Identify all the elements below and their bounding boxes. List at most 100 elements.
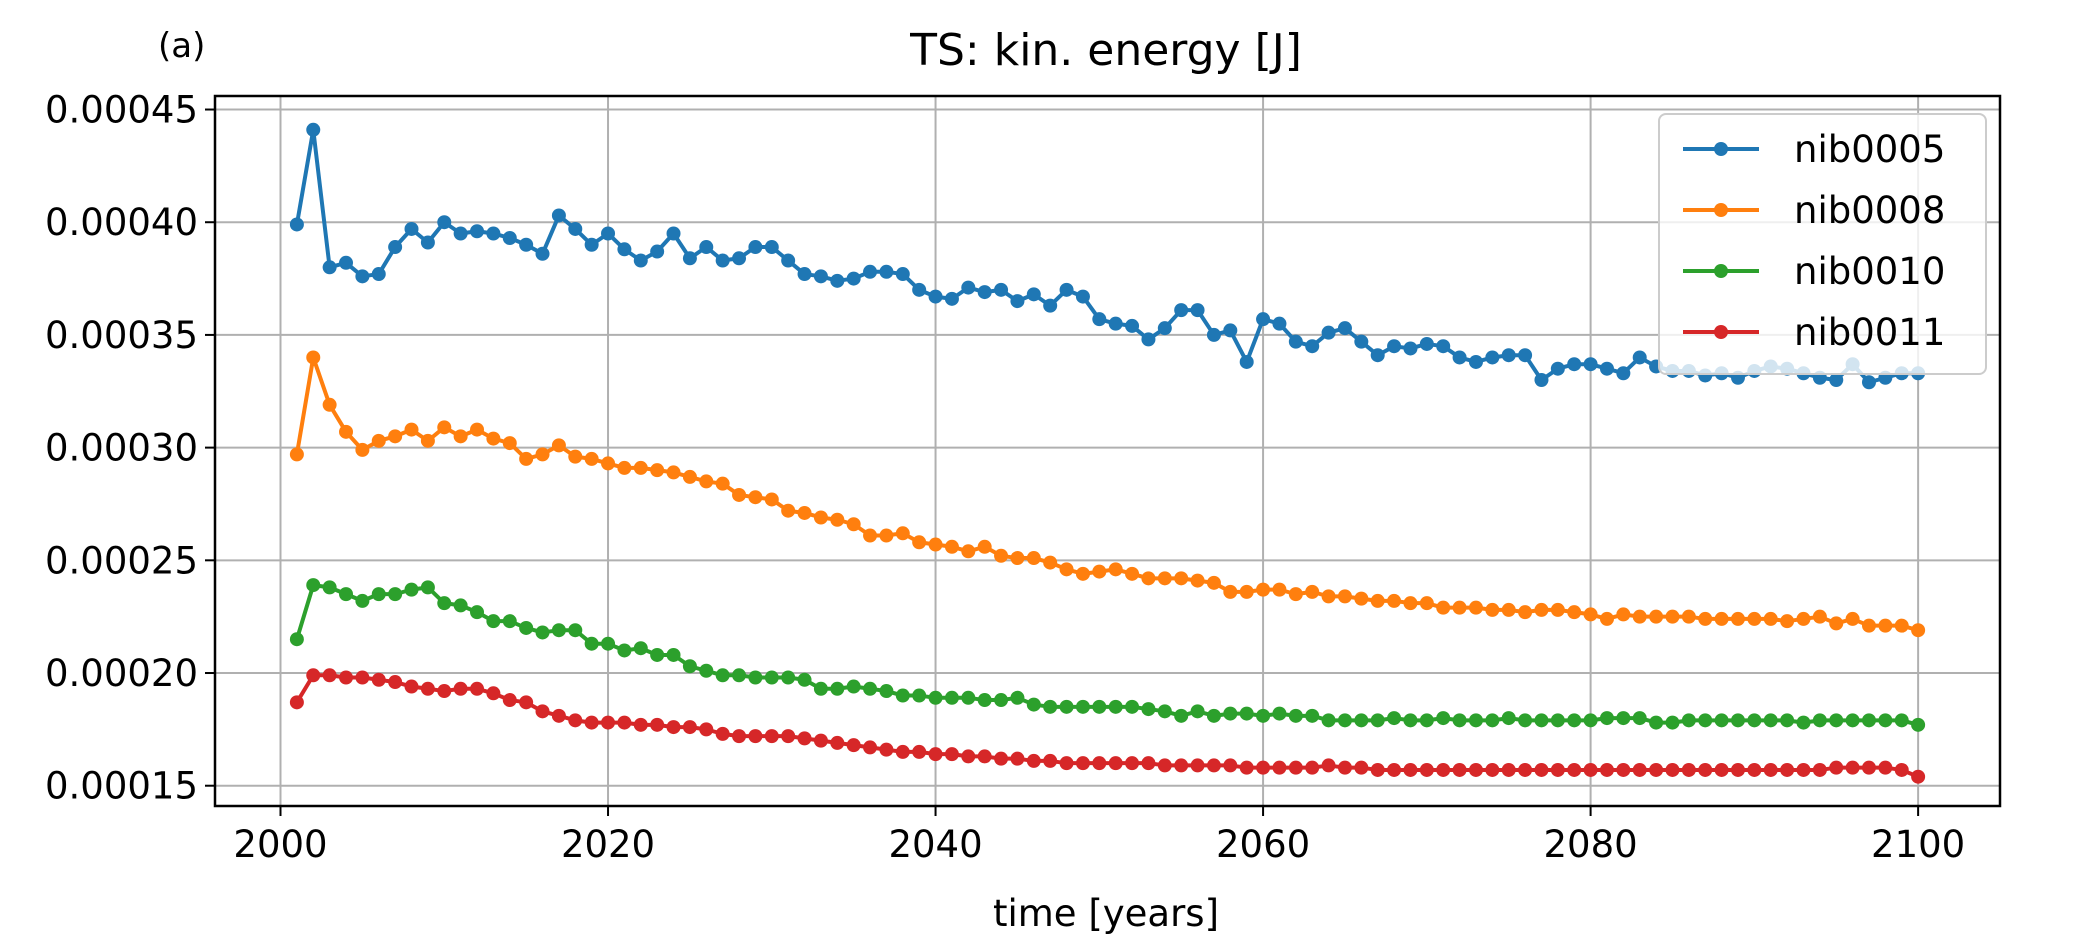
data-point bbox=[1649, 762, 1664, 777]
data-point bbox=[1272, 760, 1287, 775]
data-point bbox=[502, 231, 517, 245]
data-point bbox=[732, 487, 747, 502]
data-point bbox=[1206, 758, 1221, 773]
data-point bbox=[420, 433, 435, 448]
data-point bbox=[1354, 713, 1369, 728]
data-point bbox=[1812, 609, 1827, 624]
data-point bbox=[584, 715, 599, 730]
data-point bbox=[388, 675, 403, 690]
data-point bbox=[666, 647, 681, 662]
data-point bbox=[568, 449, 583, 464]
data-point bbox=[1616, 711, 1631, 726]
data-point bbox=[1485, 602, 1500, 617]
data-point bbox=[404, 422, 419, 437]
data-point bbox=[699, 663, 714, 678]
data-point bbox=[1403, 596, 1418, 611]
x-axis-label: time [years] bbox=[993, 892, 1219, 935]
data-point bbox=[322, 580, 337, 595]
data-point bbox=[551, 708, 566, 723]
data-point bbox=[1223, 584, 1238, 599]
data-point bbox=[650, 717, 665, 732]
data-point bbox=[1796, 611, 1811, 626]
data-point bbox=[944, 539, 959, 554]
x-tick-label: 2060 bbox=[1216, 823, 1310, 866]
data-point bbox=[1829, 713, 1844, 728]
data-point bbox=[781, 670, 796, 685]
data-point bbox=[994, 693, 1009, 708]
data-point bbox=[1141, 702, 1156, 717]
data-point bbox=[1567, 357, 1582, 372]
data-point bbox=[1026, 287, 1041, 302]
data-point bbox=[1239, 760, 1254, 775]
data-point bbox=[1354, 591, 1369, 606]
data-point bbox=[1812, 713, 1827, 728]
data-point bbox=[1845, 611, 1860, 626]
data-point bbox=[1288, 587, 1303, 602]
data-point bbox=[535, 246, 550, 261]
data-point bbox=[420, 580, 435, 595]
data-point bbox=[1911, 717, 1926, 732]
data-point bbox=[551, 438, 566, 453]
legend-marker bbox=[1714, 264, 1728, 278]
data-point bbox=[371, 267, 386, 282]
data-point bbox=[1534, 713, 1549, 728]
data-point bbox=[1861, 760, 1876, 775]
data-point bbox=[289, 447, 304, 462]
data-point bbox=[682, 251, 697, 266]
data-point bbox=[486, 226, 501, 241]
data-point bbox=[437, 215, 452, 230]
data-point bbox=[797, 505, 812, 520]
data-point bbox=[1223, 758, 1238, 773]
data-point bbox=[371, 433, 386, 448]
data-point bbox=[699, 722, 714, 737]
data-point bbox=[1550, 361, 1565, 376]
data-point bbox=[1141, 756, 1156, 771]
data-point bbox=[1223, 323, 1238, 338]
data-point bbox=[912, 688, 927, 703]
data-point bbox=[584, 636, 599, 651]
data-point bbox=[1649, 609, 1664, 624]
data-point bbox=[1059, 282, 1074, 297]
data-point bbox=[568, 623, 583, 638]
data-point bbox=[1321, 325, 1336, 340]
data-point bbox=[846, 679, 861, 694]
data-point bbox=[1861, 618, 1876, 633]
data-point bbox=[1550, 713, 1565, 728]
data-point bbox=[1436, 711, 1451, 726]
data-point bbox=[601, 636, 616, 651]
data-point bbox=[764, 670, 779, 685]
data-point bbox=[535, 704, 550, 719]
data-point bbox=[1534, 762, 1549, 777]
legend-label: nib0008 bbox=[1794, 189, 1945, 232]
data-point bbox=[1468, 600, 1483, 615]
data-point bbox=[1190, 704, 1205, 719]
data-point bbox=[715, 668, 730, 683]
data-point bbox=[1256, 312, 1271, 327]
data-point bbox=[1256, 708, 1271, 723]
data-point bbox=[1583, 357, 1598, 372]
data-point bbox=[1714, 611, 1729, 626]
data-point bbox=[1387, 339, 1402, 354]
data-point bbox=[1878, 618, 1893, 633]
data-point bbox=[1583, 607, 1598, 622]
data-point bbox=[1174, 571, 1189, 586]
data-point bbox=[1878, 760, 1893, 775]
data-point bbox=[1370, 762, 1385, 777]
data-point bbox=[1141, 571, 1156, 586]
legend-box bbox=[1658, 113, 1987, 375]
data-point bbox=[1485, 762, 1500, 777]
data-point bbox=[388, 429, 403, 444]
data-point bbox=[748, 490, 763, 505]
y-tick-label: 0.00045 bbox=[45, 89, 198, 132]
data-point bbox=[322, 260, 337, 275]
series-line bbox=[295, 673, 1919, 779]
data-point bbox=[617, 715, 632, 730]
data-point bbox=[584, 451, 599, 466]
data-point bbox=[355, 269, 370, 284]
data-point bbox=[944, 690, 959, 705]
data-point bbox=[1501, 711, 1516, 726]
data-point bbox=[1665, 762, 1680, 777]
data-point bbox=[699, 240, 714, 255]
data-point bbox=[1501, 762, 1516, 777]
data-point bbox=[1845, 760, 1860, 775]
